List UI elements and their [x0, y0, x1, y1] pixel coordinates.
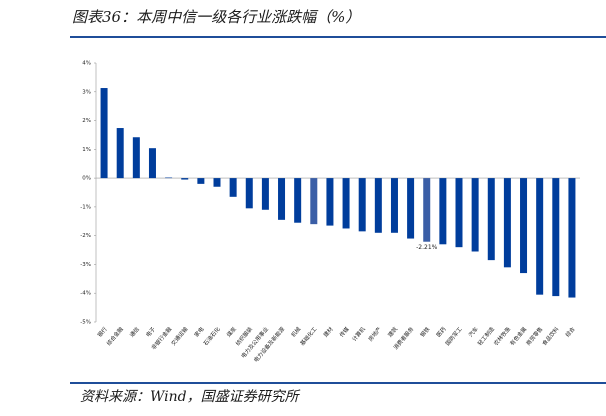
y-tick-label: -3%: [80, 262, 91, 268]
bar: [245, 178, 253, 209]
x-tick-label: 石油石化: [201, 325, 222, 347]
x-tick-label: 通信: [128, 325, 142, 339]
bar: [536, 178, 544, 295]
bar: [552, 178, 560, 297]
x-tick-label: 食品饮料: [540, 325, 561, 347]
bar: [261, 178, 269, 210]
x-tick-label: 国防军工: [443, 325, 464, 347]
x-tick-label: 机械: [289, 325, 303, 339]
x-tick-label: 医药: [434, 325, 448, 339]
bar: [148, 148, 156, 179]
x-tick-label: 电子: [144, 325, 158, 339]
bar: [374, 178, 382, 233]
bar: [326, 178, 334, 226]
y-tick-label: 0%: [82, 176, 91, 182]
bar: [568, 178, 576, 298]
bar: [407, 178, 415, 239]
bar: [390, 178, 398, 233]
x-tick-label: 计算机: [350, 325, 367, 343]
y-tick-label: 1%: [82, 147, 91, 153]
bar: [213, 178, 221, 187]
bar: [423, 178, 431, 242]
x-tick-label: 交通运输: [169, 325, 190, 347]
y-tick-label: 3%: [82, 89, 91, 95]
bar: [487, 178, 495, 261]
x-tick-label: 家电: [192, 325, 206, 339]
x-tick-label: 银行: [96, 325, 110, 339]
bar: [229, 178, 237, 197]
x-tick-label: 综合: [563, 325, 577, 339]
y-tick-label: -5%: [80, 320, 91, 326]
bar: [197, 178, 205, 184]
bar: [278, 178, 286, 220]
x-tick-label: 传媒: [338, 325, 352, 339]
bar: [358, 178, 366, 232]
bar: [471, 178, 479, 252]
y-tick-label: 2%: [82, 118, 91, 124]
x-tick-label: 房地产: [366, 325, 383, 343]
bar: [100, 88, 108, 179]
x-tick-label: 基础化工: [298, 325, 319, 347]
bar: [132, 137, 140, 179]
bar: [116, 128, 124, 179]
x-tick-label: 汽车: [467, 325, 481, 339]
bar: [165, 177, 173, 179]
bar: [294, 178, 302, 223]
bar: [310, 178, 318, 225]
y-tick-label: 4%: [82, 61, 91, 67]
bar: [455, 178, 463, 248]
source-note: 资料来源：Wind，国盛证券研究所: [80, 389, 301, 405]
x-tick-label: 综合金融: [105, 325, 126, 347]
value-label: -2.21%: [416, 244, 438, 251]
y-tick-label: -4%: [80, 291, 91, 297]
x-tick-label: 煤炭: [225, 325, 239, 339]
bar: [503, 178, 511, 268]
x-tick-label: 钢铁: [418, 325, 432, 339]
bar: [342, 178, 350, 229]
y-tick-label: -2%: [80, 233, 91, 239]
chart-title: 图表36：本周中信一级各行业涨跌幅（%）: [72, 8, 360, 26]
y-tick-label: -1%: [80, 204, 91, 210]
bar: [439, 178, 447, 245]
x-tick-label: 建材: [321, 325, 335, 339]
bar: [181, 178, 189, 180]
bar: [520, 178, 528, 274]
x-tick-label: 建筑: [386, 325, 400, 339]
